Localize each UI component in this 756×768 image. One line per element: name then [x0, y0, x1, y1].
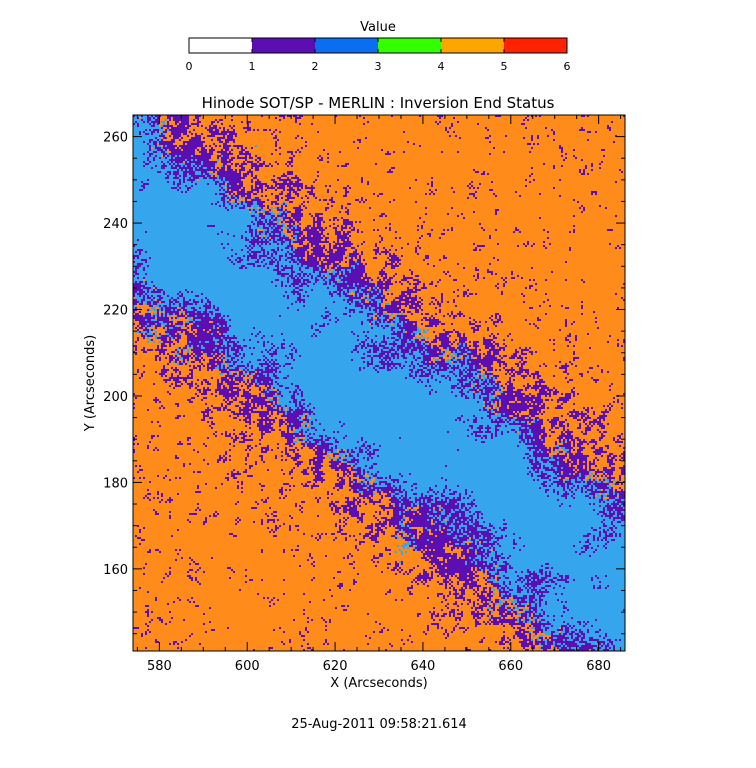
x-axis-label: X (Arcseconds) — [330, 676, 427, 691]
colorbar-tick-label: 1 — [249, 60, 256, 73]
colorbar-tick-label: 0 — [186, 60, 193, 73]
colorbar-bin-1 — [252, 38, 315, 53]
x-tick-label: 620 — [323, 659, 348, 674]
colorbar-bin-3 — [378, 38, 441, 53]
colorbar-bin-5 — [504, 38, 567, 53]
y-axis-label: Y (Arcseconds) — [83, 335, 98, 432]
y-tick-label: 160 — [103, 563, 128, 578]
x-tick-label: 660 — [498, 659, 523, 674]
colorbar-ticks: 0 1 2 3 4 5 6 — [186, 38, 571, 73]
x-tick-label: 680 — [586, 659, 611, 674]
x-tick-label: 580 — [147, 659, 172, 674]
colorbar-bins — [189, 38, 567, 53]
x-tick-label: 600 — [235, 659, 260, 674]
colorbar-bin-4 — [441, 38, 504, 53]
colorbar-bin-0 — [189, 38, 252, 53]
timestamp: 25-Aug-2011 09:58:21.614 — [291, 717, 467, 732]
colorbar-tick-label: 6 — [564, 60, 571, 73]
colorbar-tick-label: 4 — [438, 60, 445, 73]
colorbar-title: Value — [360, 20, 396, 35]
colorbar-tick-label: 2 — [312, 60, 319, 73]
heatmap-image — [133, 115, 625, 651]
chart-title: Hinode SOT/SP - MERLIN : Inversion End S… — [202, 94, 555, 112]
colorbar-bin-2 — [315, 38, 378, 53]
y-axis-ticks: 160 180 200 220 240 260 — [103, 114, 625, 635]
y-tick-label: 180 — [103, 476, 128, 491]
y-tick-label: 240 — [103, 217, 128, 232]
y-tick-label: 200 — [103, 390, 128, 405]
colorbar-tick-label: 3 — [375, 60, 382, 73]
x-axis-ticks: 580 600 620 640 660 680 — [136, 115, 622, 674]
colorbar-tick-label: 5 — [501, 60, 508, 73]
y-tick-label: 220 — [103, 304, 128, 319]
y-tick-label: 260 — [103, 131, 128, 146]
x-tick-label: 640 — [411, 659, 436, 674]
